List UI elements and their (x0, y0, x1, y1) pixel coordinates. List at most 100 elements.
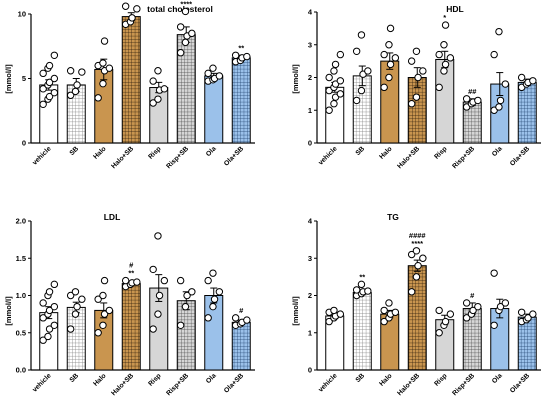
data-point (39, 100, 47, 109)
panel-title: total cholesterol (147, 4, 213, 14)
data-point (99, 321, 107, 329)
y-tick-label: 3 (308, 254, 312, 263)
data-point (474, 96, 482, 105)
panel-title: HDL (446, 4, 463, 14)
data-point (160, 85, 169, 93)
y-tick-label: 10 (18, 10, 26, 19)
data-point (352, 286, 361, 294)
data-point (331, 60, 340, 69)
y-tick-label: 0 (22, 139, 26, 148)
data-point (204, 69, 212, 78)
data-point (407, 250, 416, 259)
bar-halo (380, 60, 400, 144)
x-tick-label: SB (355, 145, 367, 157)
data-point (94, 94, 102, 102)
data-point (446, 310, 455, 318)
y-tick-label: 0 (308, 139, 312, 148)
data-point (336, 310, 345, 318)
x-tick-label: Ola (205, 372, 218, 385)
x-tick-label: Halo (92, 372, 107, 387)
data-point (490, 321, 498, 329)
data-point (105, 306, 114, 315)
data-point (325, 317, 333, 326)
y-tick-label: 0 (308, 366, 312, 375)
significance-label: ** (359, 272, 365, 281)
data-point (407, 57, 416, 65)
data-point (336, 77, 345, 85)
data-point (380, 83, 388, 92)
data-point (380, 306, 388, 315)
significance-label: #### (409, 231, 427, 240)
x-tick-label: Ola+SB (509, 145, 531, 167)
data-point (330, 306, 338, 315)
data-point (176, 321, 185, 329)
panel-title: TG (387, 212, 399, 222)
bar-ola-plus-sb (517, 81, 537, 144)
data-point (44, 332, 52, 341)
x-tick-label: Risp (147, 145, 162, 160)
data-point (210, 295, 219, 303)
data-point (66, 291, 75, 300)
x-tick-label: Risp (433, 372, 448, 387)
data-point (336, 90, 345, 98)
data-point (330, 67, 338, 75)
data-point (50, 88, 59, 97)
y-tick-label: 1 (308, 328, 312, 337)
data-point (243, 52, 251, 61)
data-point (71, 310, 80, 318)
data-point (357, 86, 366, 95)
data-point (181, 7, 190, 16)
data-point (440, 41, 448, 49)
bar-halo-plus-sb (121, 16, 141, 144)
y-tick-label: 4 (308, 8, 313, 17)
data-point (357, 280, 366, 289)
significance-label: ## (468, 87, 477, 96)
data-point (39, 299, 47, 307)
y-tick-label: 3 (308, 40, 312, 49)
data-point (78, 295, 86, 303)
data-point (188, 288, 196, 296)
y-tick-label: 0.5 (16, 328, 26, 337)
bar-halo-plus-sb (407, 265, 427, 371)
data-point (99, 291, 107, 300)
data-point (391, 54, 400, 62)
data-point (385, 299, 393, 307)
y-axis-label: [mmol/l] (291, 64, 300, 94)
data-point (446, 54, 455, 62)
data-point (71, 288, 80, 296)
data-point (149, 265, 157, 274)
data-point (100, 37, 109, 45)
data-point (50, 280, 59, 289)
data-point (496, 96, 505, 105)
y-tick-label: 4 (308, 217, 313, 226)
data-point (176, 23, 185, 31)
data-point (94, 329, 102, 337)
data-point (73, 81, 81, 89)
data-point (490, 50, 498, 59)
data-point (73, 302, 81, 311)
data-point (50, 302, 59, 311)
data-point (100, 276, 109, 285)
data-point (149, 325, 157, 333)
data-point (39, 336, 47, 344)
data-point (181, 38, 190, 47)
bar-ola (204, 75, 224, 144)
bar-ola-plus-sb (231, 57, 251, 144)
data-point (209, 269, 217, 277)
y-axis-label: [mmol/l] (291, 296, 300, 326)
significance-label: # (239, 306, 244, 315)
data-point (243, 316, 251, 324)
data-point (45, 61, 54, 70)
data-point (462, 299, 471, 307)
x-tick-label: Ola (491, 372, 504, 385)
data-point (176, 276, 185, 285)
x-tick-label: Halo (92, 145, 107, 160)
data-point (154, 310, 162, 318)
data-point (50, 74, 59, 83)
data-point (99, 59, 107, 67)
x-tick-label: Ola (491, 145, 504, 158)
bar-risp-plus-sb (176, 300, 196, 371)
x-tick-label: Risp+SB (451, 372, 476, 397)
data-point (99, 79, 107, 88)
x-tick-label: Risp (433, 145, 448, 160)
